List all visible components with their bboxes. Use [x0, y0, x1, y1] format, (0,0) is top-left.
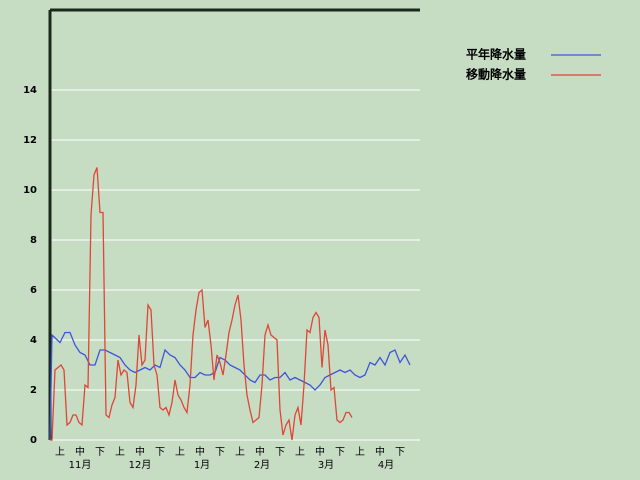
x-tick-label: 上 — [295, 446, 305, 458]
x-tick-label: 下 — [215, 447, 225, 458]
month-label: 12月 — [129, 459, 152, 471]
x-tick-label: 上 — [115, 446, 125, 458]
x-tick-label: 上 — [55, 446, 65, 458]
legend-label: 移動降水量 — [466, 67, 526, 82]
x-tick-label: 中 — [195, 445, 205, 458]
y-tick-label: 6 — [30, 285, 37, 296]
y-tick-label: 10 — [23, 185, 37, 196]
series-line — [50, 167, 353, 441]
x-tick-label: 下 — [155, 447, 165, 458]
legend-label: 平年降水量 — [466, 47, 526, 62]
x-tick-label: 中 — [315, 445, 325, 458]
x-tick-label: 下 — [275, 447, 285, 458]
series-line — [49, 331, 411, 441]
y-tick-label: 4 — [30, 335, 37, 346]
x-tick-label: 上 — [175, 446, 185, 458]
plot-area — [50, 10, 420, 440]
x-tick-label: 下 — [95, 447, 105, 458]
x-tick-label: 下 — [335, 447, 345, 458]
y-tick-label: 8 — [30, 235, 37, 246]
month-label: 2月 — [254, 459, 270, 471]
y-tick-label: 12 — [23, 135, 37, 146]
month-label: 1月 — [194, 459, 210, 471]
y-tick-label: 0 — [30, 435, 37, 446]
x-tick-label: 中 — [135, 445, 145, 458]
month-label: 4月 — [378, 459, 394, 471]
x-tick-label: 上 — [235, 446, 245, 458]
month-label: 11月 — [69, 459, 92, 471]
x-tick-label: 中 — [255, 445, 265, 458]
x-tick-label: 中 — [375, 445, 385, 458]
x-tick-label: 中 — [75, 445, 85, 458]
y-tick-label: 2 — [30, 385, 37, 396]
y-tick-label: 14 — [23, 85, 37, 96]
month-label: 3月 — [318, 459, 334, 471]
x-tick-label: 下 — [395, 447, 405, 458]
x-tick-label: 上 — [355, 446, 365, 458]
